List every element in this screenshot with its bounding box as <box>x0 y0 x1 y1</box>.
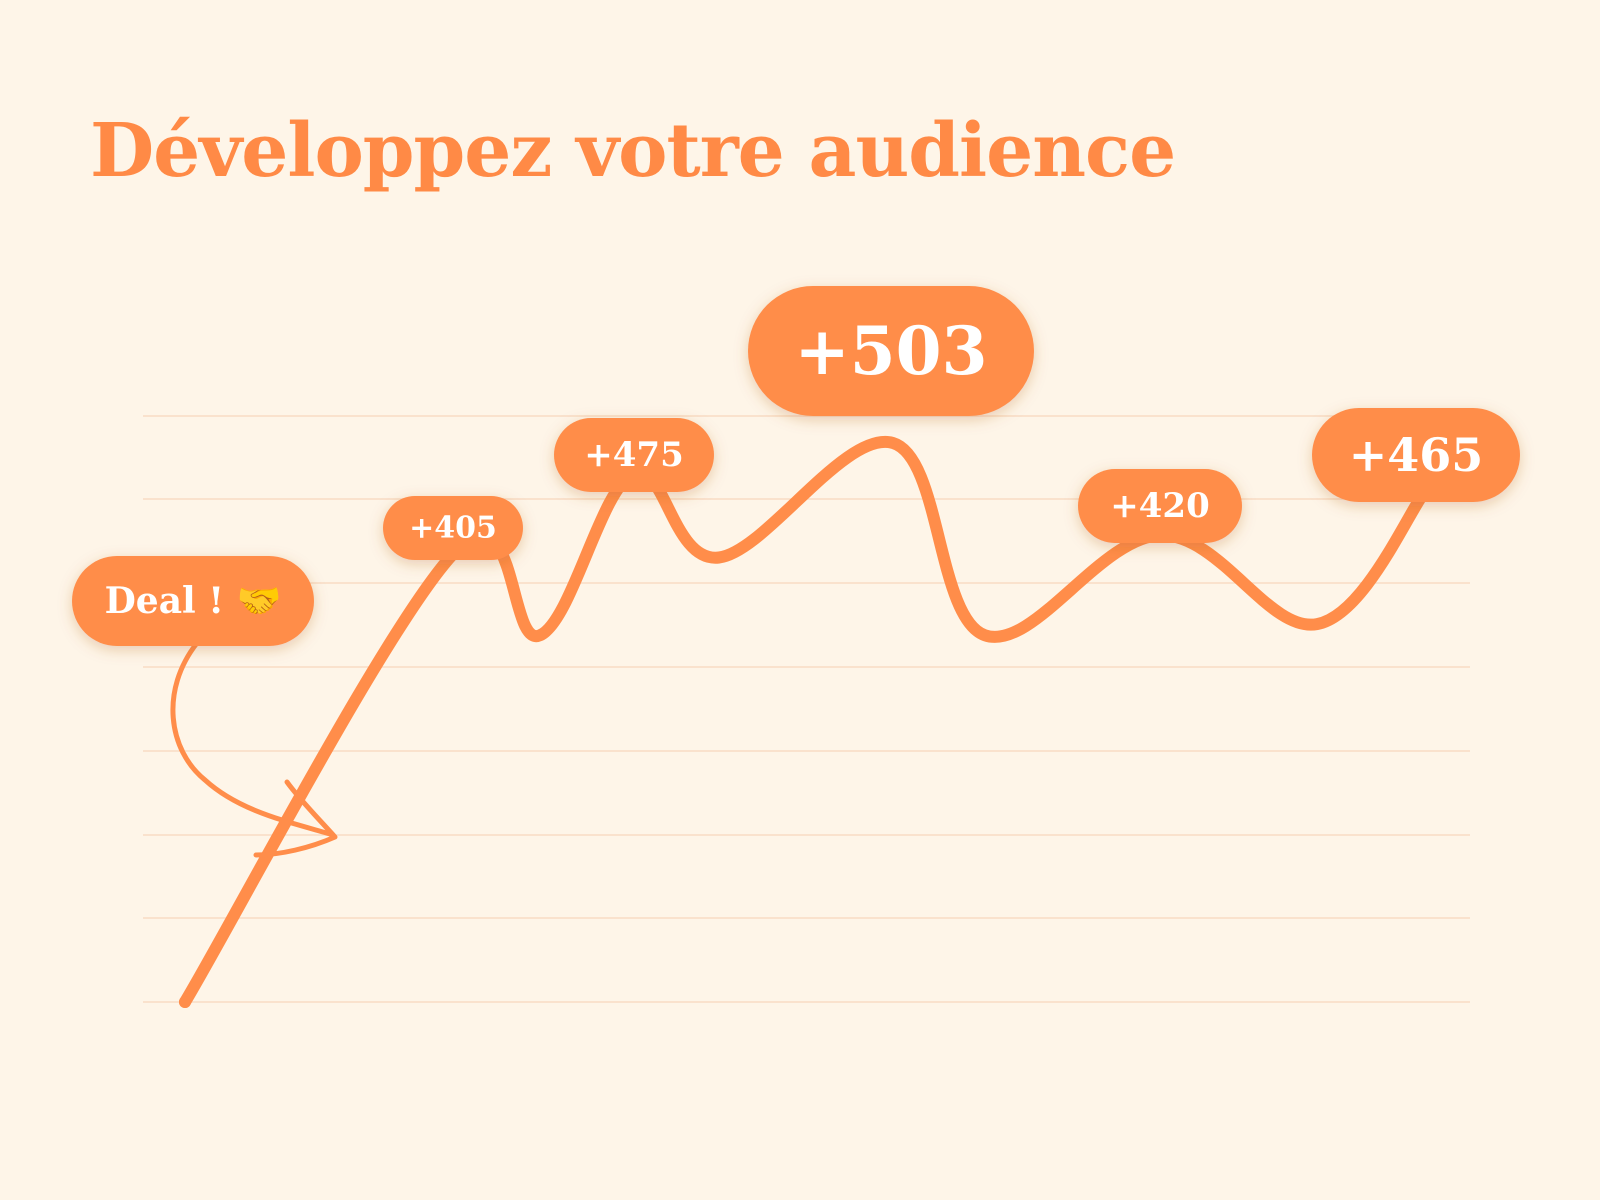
annotation-label-background <box>72 556 314 646</box>
data-label-background <box>1312 408 1520 502</box>
gridlines <box>143 415 1470 1003</box>
data-point <box>179 996 191 1008</box>
data-points <box>179 479 1435 1008</box>
data-label-background <box>748 286 1034 416</box>
data-label-text: +475 <box>584 435 683 475</box>
data-label-text: +503 <box>794 312 987 390</box>
data-label: +465 <box>1312 408 1520 502</box>
chart-title: Développez votre audience <box>90 108 1176 194</box>
data-label-background <box>383 496 523 560</box>
arrowhead <box>253 779 338 858</box>
data-label-background <box>554 418 714 492</box>
annotation-label-text: Deal ! 🤝 <box>105 580 282 622</box>
data-labels: +405 +475 +503 +420 +465 <box>383 286 1520 560</box>
data-label: +405 <box>383 496 523 560</box>
annotation-arrow <box>170 640 336 838</box>
data-label: +420 <box>1078 469 1242 543</box>
data-label: +475 <box>554 418 714 492</box>
data-label-background <box>1078 469 1242 543</box>
deal-annotation: Deal ! 🤝 <box>72 556 338 858</box>
data-label-text: +405 <box>409 511 497 546</box>
annotation-label: Deal ! 🤝 <box>72 556 314 646</box>
data-label-text: +465 <box>1349 428 1484 482</box>
data-label: +503 <box>748 286 1034 416</box>
data-label-text: +420 <box>1110 486 1209 526</box>
